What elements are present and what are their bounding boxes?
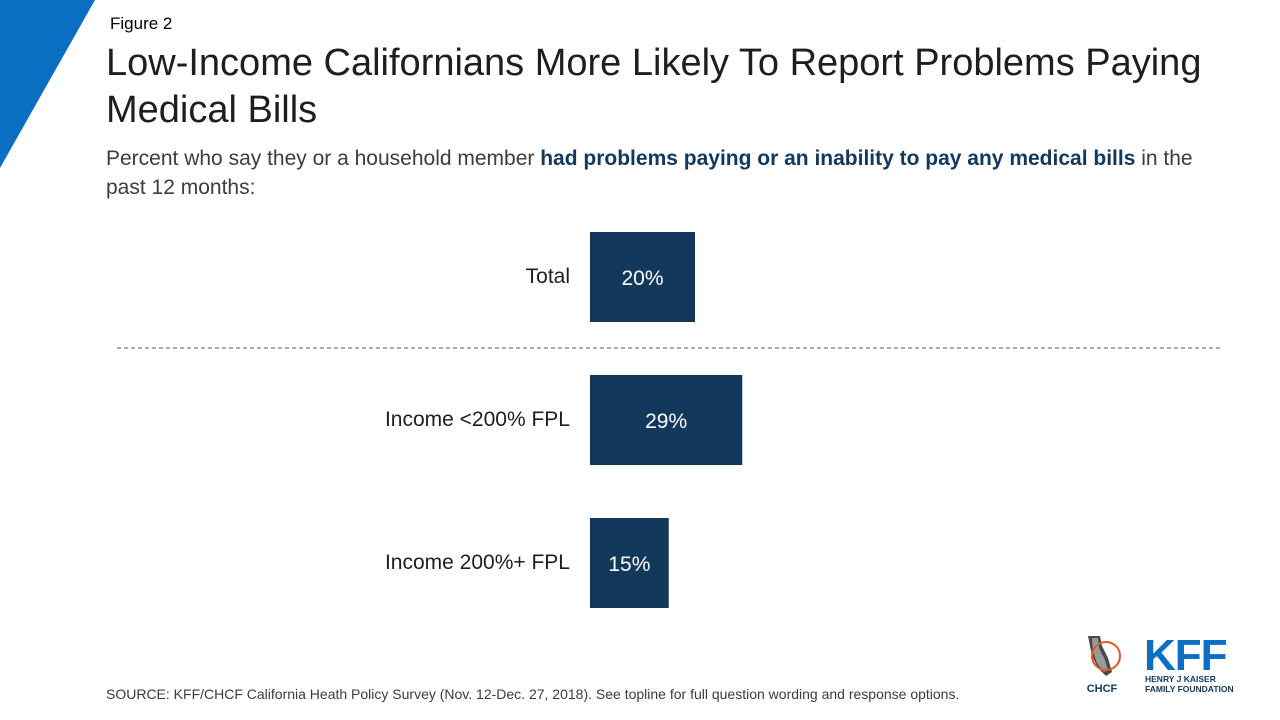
category-label-2: Income <200% FPL [385,408,570,431]
data-label-1: 20% [621,267,663,290]
bar-2 [590,375,743,465]
corner-accent-shape [0,0,95,168]
kff-logo-line1: HENRY J KAISER [1145,674,1216,684]
chcf-logo-text: CHCF [1087,683,1118,694]
source-note: SOURCE: KFF/CHCF California Heath Policy… [106,686,960,702]
category-label-3: Income 200%+ FPL [385,551,570,574]
chart-subtitle: Percent who say they or a household memb… [106,144,1206,202]
bar-1 [590,232,695,322]
data-label-3: 15% [608,553,650,576]
figure-label: Figure 2 [110,14,173,33]
kff-logo: KFF HENRY J KAISER FAMILY FOUNDATION [1144,632,1234,694]
bar-3 [590,518,669,608]
chcf-logo: CHCF [1087,636,1121,694]
data-label-2: 29% [645,410,687,433]
subtitle-emphasis: had problems paying or an inability to p… [540,147,1136,170]
subtitle-text: Percent who say they or a household memb… [106,147,541,170]
subtitle-text-end: in the past 12 months: [106,147,1193,199]
kff-logo-line2: FAMILY FOUNDATION [1145,684,1234,694]
page-title: Low-Income Californians More Likely To R… [106,42,1202,131]
kff-logo-text: KFF [1144,632,1227,680]
category-label-1: Total [526,265,570,288]
